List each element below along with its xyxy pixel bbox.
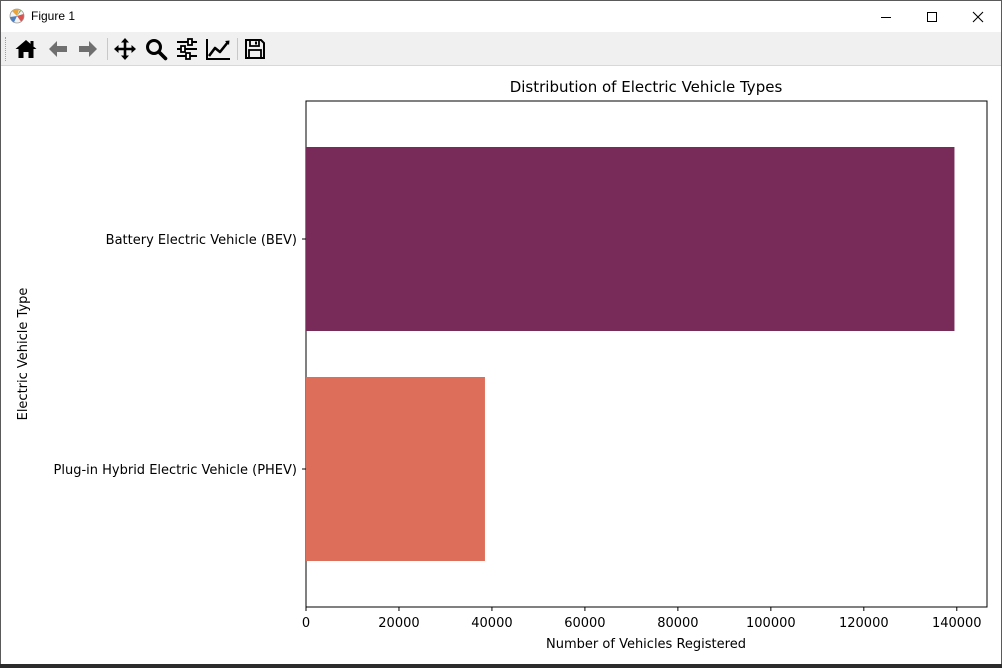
x-tick-label: 80000 [657, 616, 698, 631]
maximize-button[interactable] [909, 1, 955, 32]
window-title: Figure 1 [31, 9, 76, 23]
minimize-icon [881, 16, 891, 18]
floppy-disk-icon [245, 39, 265, 59]
x-tick-label: 20000 [378, 616, 419, 631]
y-axis-label: Electric Vehicle Type [16, 288, 31, 421]
x-tick-label: 140000 [932, 616, 982, 631]
close-button[interactable] [955, 1, 1001, 32]
title-bar[interactable]: Figure 1 [1, 1, 1001, 32]
save-button[interactable] [241, 35, 269, 63]
magnifier-icon [146, 39, 168, 61]
toolbar-separator [107, 38, 108, 60]
sliders-icon [177, 38, 197, 60]
subplots-button[interactable] [173, 35, 201, 63]
close-icon [972, 11, 984, 22]
y-tick-label: Battery Electric Vehicle (BEV) [106, 233, 297, 248]
x-axis-label: Number of Vehicles Registered [546, 637, 746, 652]
edit-axis-button[interactable] [204, 35, 232, 63]
bar-1 [306, 377, 485, 561]
move-icon [114, 38, 136, 60]
zoom-button[interactable] [142, 35, 170, 63]
taskbar-edge [0, 664, 1002, 668]
home-button[interactable] [12, 35, 40, 63]
bar-chart: Distribution of Electric Vehicle Types B… [16, 78, 988, 652]
figure-canvas[interactable]: Distribution of Electric Vehicle Types B… [1, 66, 1001, 667]
x-tick-label: 40000 [471, 616, 512, 631]
line-chart-icon [206, 39, 230, 60]
x-tick-label: 120000 [839, 616, 889, 631]
toolbar-grip[interactable] [5, 37, 8, 61]
maximize-icon [927, 11, 937, 22]
pan-button[interactable] [111, 35, 139, 63]
chart-title: Distribution of Electric Vehicle Types [510, 78, 783, 96]
x-tick-label: 0 [302, 616, 310, 631]
toolbar-separator [237, 38, 238, 60]
navigation-toolbar [1, 32, 1001, 66]
plot-area [305, 100, 988, 608]
minimize-button[interactable] [863, 1, 909, 32]
x-tick-label: 100000 [746, 616, 796, 631]
bar-0 [306, 147, 955, 331]
matplotlib-logo-icon [9, 8, 25, 24]
x-tick-label: 60000 [564, 616, 605, 631]
y-tick-label: Plug-in Hybrid Electric Vehicle (PHEV) [54, 463, 297, 478]
arrow-left-icon [49, 41, 67, 57]
arrow-right-icon [79, 41, 97, 57]
back-button[interactable] [44, 35, 72, 63]
forward-button[interactable] [74, 35, 102, 63]
home-icon [15, 40, 37, 58]
